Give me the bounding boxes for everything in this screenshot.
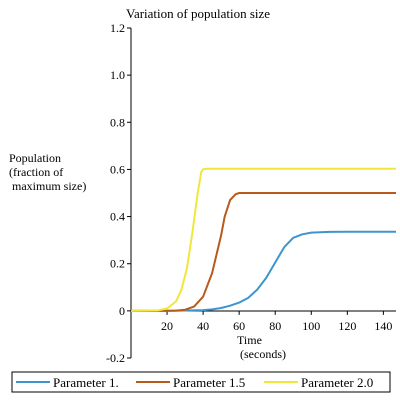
y-axis-label-line: (fraction of: [9, 165, 63, 179]
y-tick-label: 0.8: [110, 115, 125, 129]
x-axis-label-line: Time: [237, 333, 262, 347]
y-tick-label: -0.2: [106, 351, 125, 365]
x-tick-label: 80: [269, 319, 281, 333]
series-line-parameter-2-0: [130, 167, 396, 312]
legend-label-parameter-2-0: Parameter 2.0: [301, 375, 373, 390]
series-line-parameter-1: [131, 230, 396, 312]
x-axis-label: Time (seconds): [237, 333, 286, 361]
y-axis-label-line: maximum size): [9, 179, 86, 193]
y-tick-label: 1.2: [110, 21, 125, 35]
x-tick-label: 60: [233, 319, 245, 333]
y-tick-label: 1.0: [110, 68, 125, 82]
x-ticks: 20 40 60 80 100 120 140: [161, 310, 392, 333]
legend-label-parameter-1: Parameter 1.: [53, 375, 119, 390]
x-tick-label: 40: [197, 319, 209, 333]
series-lines: [130, 167, 396, 312]
x-tick-label: 100: [302, 319, 320, 333]
y-tick-label: 0.2: [110, 257, 125, 271]
x-tick-label: 140: [374, 319, 392, 333]
y-ticks: -0.2 0 0.2 0.4 0.6 0.8 1.0 1.2: [106, 21, 131, 365]
series-line-parameter-1-5: [130, 192, 396, 312]
y-axis-label-line: Population: [9, 151, 61, 165]
legend-label-parameter-1-5: Parameter 1.5: [173, 375, 245, 390]
x-axis-label-line: (seconds): [240, 347, 286, 361]
legend: Parameter 1. Parameter 1.5 Parameter 2.0: [11, 371, 391, 393]
x-tick-label: 120: [338, 319, 356, 333]
legend-box: [11, 371, 391, 393]
y-tick-label: 0.6: [110, 162, 125, 176]
y-tick-label: 0.4: [110, 210, 125, 224]
chart-title: Variation of population size: [126, 6, 270, 21]
x-tick-label: 20: [161, 319, 173, 333]
y-tick-label: 0: [119, 304, 125, 318]
y-axis-label: Population (fraction of maximum size): [9, 151, 86, 193]
